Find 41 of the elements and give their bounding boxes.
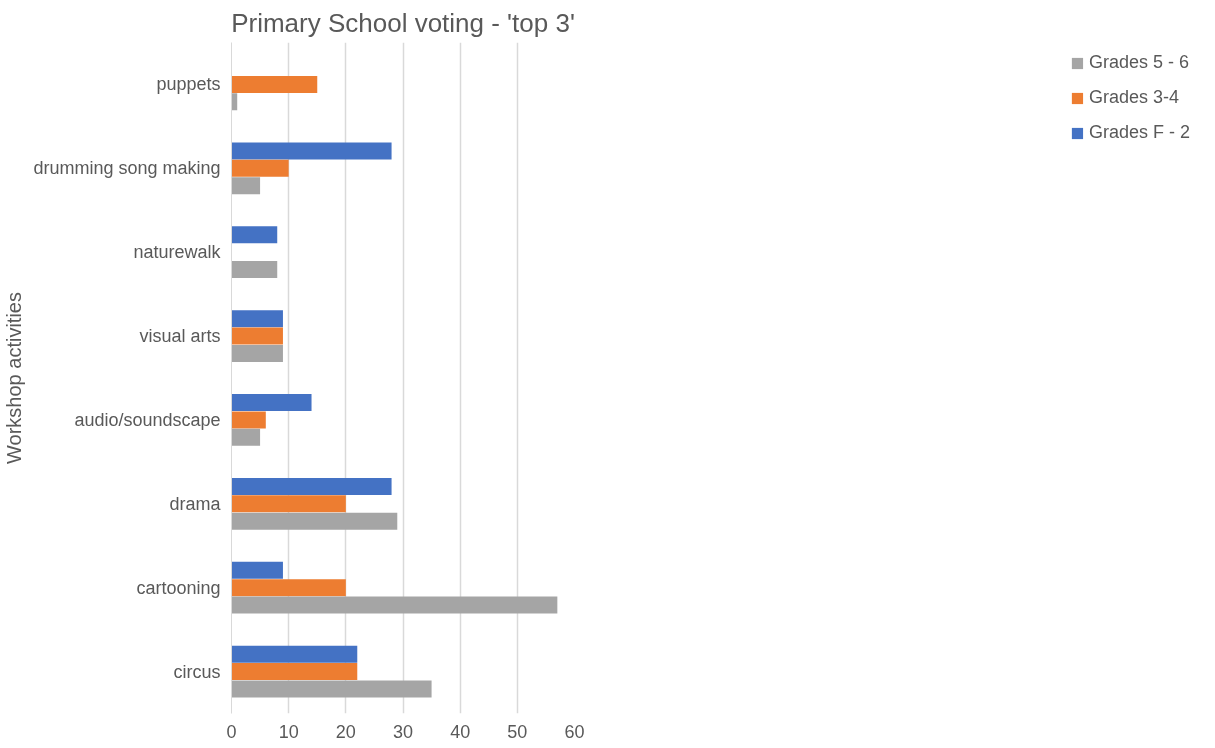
bar	[231, 579, 346, 597]
x-tick-label: 40	[450, 721, 471, 742]
y-tick-label: puppets	[156, 74, 221, 95]
bar	[231, 495, 346, 513]
bar	[231, 394, 312, 412]
legend-label: Grades F - 2	[1088, 122, 1190, 143]
x-tick-label: 60	[564, 721, 585, 742]
bar	[231, 344, 283, 362]
y-tick-label: drama	[169, 493, 222, 514]
y-tick-label: visual arts	[139, 326, 221, 347]
bar	[231, 428, 261, 446]
x-tick-label: 0	[226, 721, 237, 742]
bar	[231, 596, 558, 614]
y-tick-label: drumming song making	[33, 158, 221, 179]
x-tick-label: 20	[335, 721, 356, 742]
bar	[231, 477, 392, 495]
bar	[231, 177, 261, 195]
y-tick-label: cartooning	[136, 577, 221, 598]
bar	[231, 645, 358, 663]
y-tick-label: circus	[173, 661, 221, 682]
chart-title: Primary School voting - 'top 3'	[231, 7, 575, 38]
bar	[231, 327, 283, 345]
legend-label: Grades 3-4	[1088, 87, 1180, 108]
x-tick-label: 10	[278, 721, 299, 742]
y-tick-label: naturewalk	[133, 242, 222, 263]
bar	[231, 663, 358, 681]
bar	[231, 159, 289, 177]
y-tick-label: audio/soundscape	[74, 409, 221, 430]
bar	[231, 512, 398, 530]
x-tick-label: 50	[507, 721, 528, 742]
bar	[231, 75, 318, 93]
bar	[231, 310, 283, 328]
bar	[231, 680, 432, 698]
bar	[231, 261, 278, 279]
y-axis-title: Workshop activities	[3, 292, 26, 464]
legend-label: Grades 5 - 6	[1088, 52, 1190, 73]
bar	[231, 226, 278, 244]
x-tick-label: 30	[392, 721, 414, 742]
bar	[231, 411, 266, 429]
bar	[231, 561, 283, 579]
bar	[231, 142, 392, 160]
